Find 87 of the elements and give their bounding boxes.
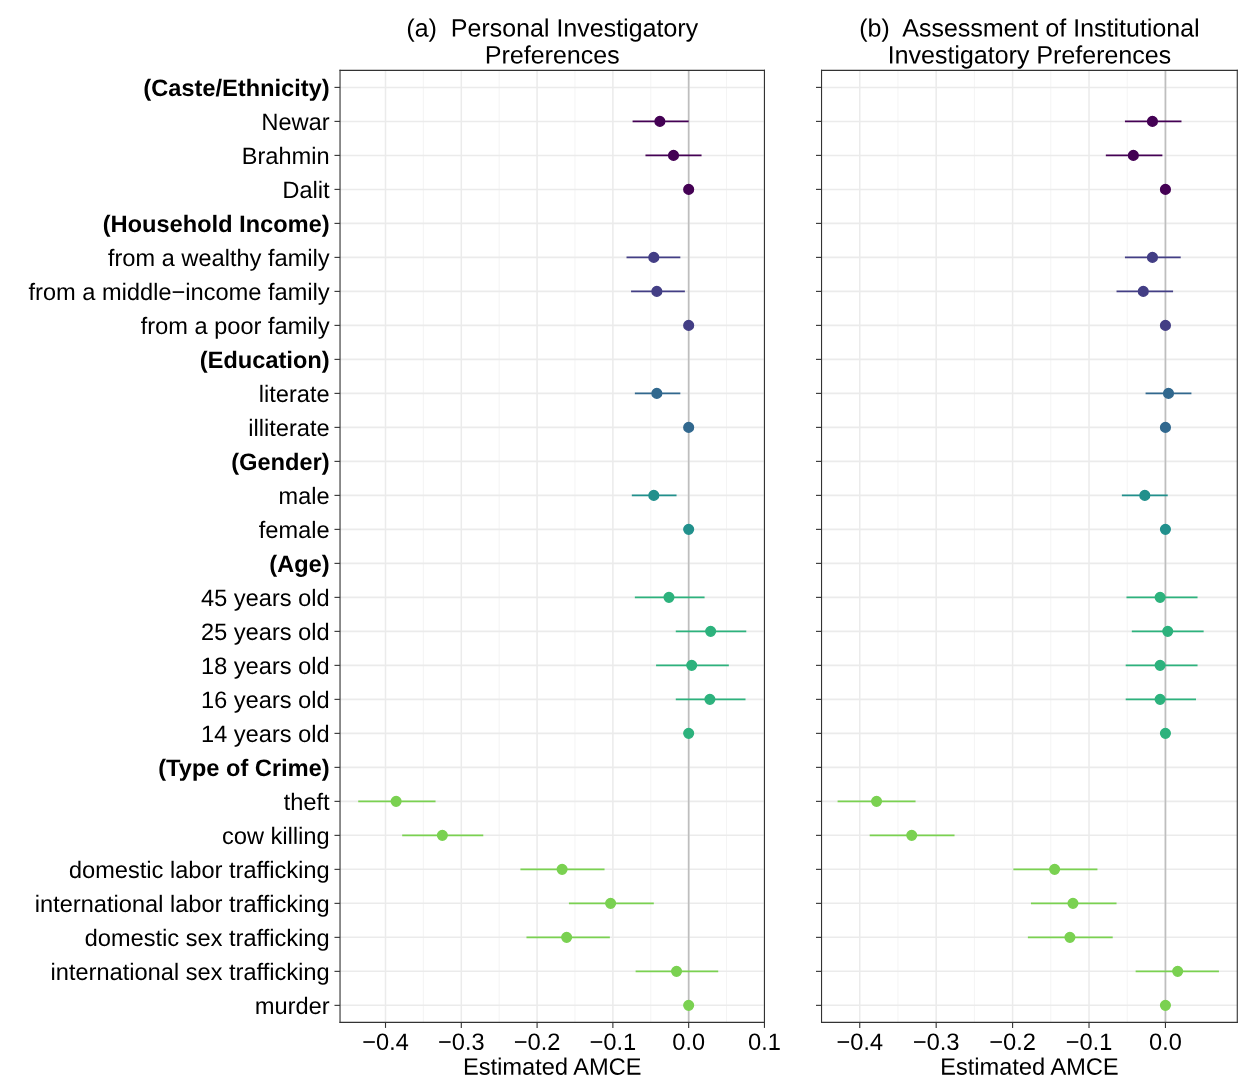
y-tick-label: (Type of Crime) — [159, 758, 329, 781]
point — [686, 659, 698, 671]
y-tick-label: Dalit — [284, 180, 330, 199]
point — [667, 149, 680, 161]
x-tick-label: −0.3 — [914, 1033, 959, 1051]
point — [704, 693, 716, 705]
y-tick-label: theft — [284, 792, 330, 811]
y-tick-label: international sex trafficking — [52, 962, 329, 985]
y-tick-label: 14 years old — [202, 724, 329, 747]
y-tick-label: (Age) — [270, 554, 329, 577]
y-tick-label: male — [280, 486, 329, 505]
y-tick-label: 18 years old — [202, 656, 329, 679]
point — [651, 285, 663, 297]
point — [1159, 999, 1171, 1011]
y-tick-label: literate — [260, 384, 329, 403]
point — [1154, 693, 1166, 705]
point — [556, 863, 568, 875]
point — [670, 965, 683, 977]
point — [683, 183, 695, 195]
y-tick-label: domestic sex trafficking — [85, 928, 329, 951]
y-tick-label: from a wealthy family — [108, 248, 330, 271]
point — [705, 625, 717, 637]
point — [1159, 727, 1171, 739]
point — [648, 489, 660, 501]
point — [1064, 931, 1076, 943]
x-tick-label: −0.4 — [363, 1033, 409, 1051]
y-tick-label: (Education) — [200, 350, 329, 373]
chart-title: (b) Assessment of Institutional Investigatory Preferences — [860, 18, 1198, 69]
x-tick-label: −0.2 — [990, 1033, 1035, 1051]
point — [390, 795, 402, 807]
point — [654, 115, 666, 127]
x-axis-title: Estimated AMCE — [464, 1057, 641, 1075]
point — [1162, 387, 1175, 399]
point — [663, 591, 675, 603]
x-axis-title: Estimated AMCE — [942, 1057, 1118, 1075]
y-tick-label: international labor trafficking — [36, 894, 329, 917]
y-tick-label: (Gender) — [232, 452, 329, 475]
point — [1159, 421, 1171, 433]
y-tick-label: Brahmin — [243, 146, 329, 165]
point — [1159, 319, 1171, 331]
y-tick-label: illiterate — [249, 418, 329, 437]
x-tick-label: 0.0 — [673, 1033, 705, 1051]
y-tick-label: cow killing — [223, 826, 329, 849]
point — [561, 931, 573, 943]
chart-title: (a) Personal Investigatory Preferences — [407, 18, 699, 64]
x-tick-label: −0.3 — [439, 1033, 484, 1051]
y-tick-label: female — [259, 520, 329, 539]
y-tick-label: from a poor family — [141, 316, 330, 339]
y-tick-label: domestic labor trafficking — [69, 860, 329, 883]
x-tick-label: −0.1 — [590, 1033, 636, 1051]
point — [683, 421, 695, 433]
x-tick-label: −0.1 — [1066, 1033, 1112, 1051]
point — [683, 523, 695, 535]
y-tick-label: 16 years old — [202, 690, 329, 713]
point — [871, 795, 883, 807]
point — [648, 251, 660, 263]
point — [1146, 115, 1159, 127]
point — [1159, 523, 1171, 535]
point — [651, 387, 663, 399]
point — [1127, 149, 1139, 161]
point — [683, 319, 695, 331]
x-tick-label: 0.1 — [748, 1033, 780, 1051]
point — [683, 727, 695, 739]
point — [1049, 863, 1061, 875]
point — [605, 897, 617, 909]
y-tick-label: (Household Income) — [103, 214, 329, 237]
y-tick-label: murder — [256, 996, 330, 1015]
y-tick-label: (Caste/Ethnicity) — [144, 78, 329, 101]
point — [1146, 251, 1159, 263]
point — [1139, 489, 1151, 501]
x-tick-label: −0.4 — [837, 1033, 883, 1051]
point — [1067, 897, 1079, 909]
point — [1172, 965, 1184, 977]
point — [1159, 183, 1171, 195]
y-tick-label: Newar — [263, 113, 330, 131]
point — [1154, 591, 1166, 603]
point — [436, 829, 448, 841]
y-tick-label: 25 years old — [202, 622, 329, 645]
point — [1154, 659, 1166, 671]
x-tick-label: 0.0 — [1149, 1033, 1181, 1051]
point — [1137, 285, 1149, 297]
point — [683, 999, 695, 1011]
x-tick-label: −0.2 — [514, 1033, 560, 1051]
point — [906, 829, 918, 841]
point — [1162, 625, 1174, 637]
y-tick-label: 45 years old — [201, 588, 329, 611]
y-tick-label: from a middle−income family — [28, 282, 330, 305]
